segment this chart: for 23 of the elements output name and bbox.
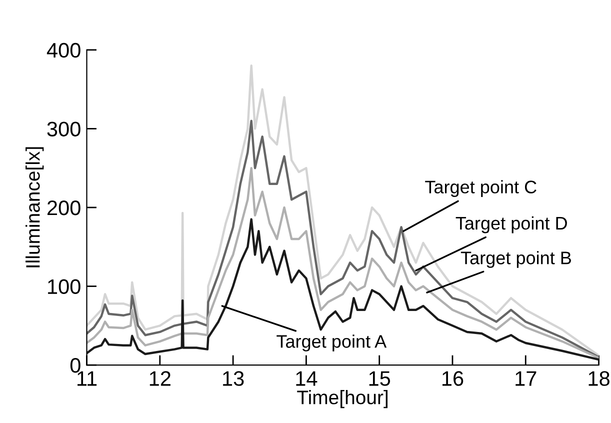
annotation: Target point B (460, 251, 571, 268)
y-tick-label: 300 (47, 122, 80, 136)
line-series (86, 120, 599, 358)
x-tick-label: 17 (516, 371, 536, 386)
y-tick-label: 200 (48, 200, 80, 216)
y-tick-label: 0 (70, 358, 80, 373)
x-tick-label: 18 (588, 371, 610, 386)
x-tick-label: 16 (442, 371, 464, 386)
line-series (86, 218, 599, 361)
y-tick-label: 400 (46, 42, 80, 58)
line-series (86, 64, 599, 357)
x-tick-label: 14 (296, 371, 318, 386)
x-tick-label: 11 (78, 371, 97, 386)
x-axis-title: Time[hour] (297, 390, 388, 408)
line-series (86, 166, 599, 360)
y-axis-title: Illuminance[lx] (26, 147, 44, 268)
annotation: Target point C (425, 180, 536, 197)
annotation: Target point A (276, 334, 387, 352)
x-tick-label: 15 (369, 371, 390, 386)
x-tick-label: 12 (150, 371, 170, 386)
x-tick-label: 13 (223, 371, 244, 386)
annotation: Target point D (456, 216, 567, 234)
y-tick-label: 100 (48, 279, 80, 294)
